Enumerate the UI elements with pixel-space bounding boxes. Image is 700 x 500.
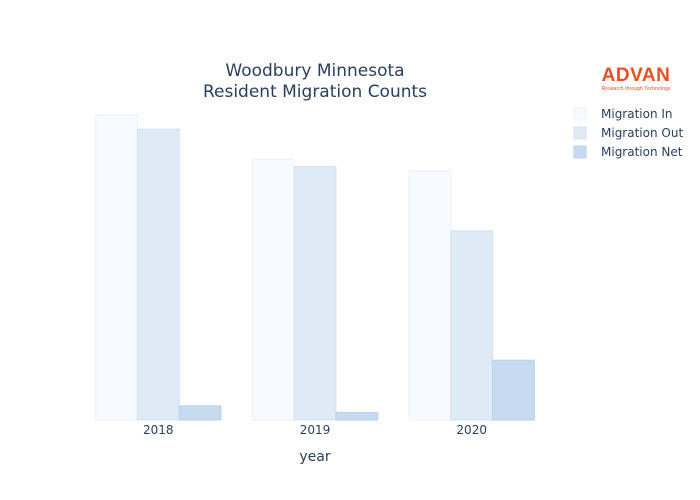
x-tick-label-2018: 2018: [143, 423, 174, 437]
x-axis-title: year: [299, 449, 330, 465]
bar-migration-in-2020[interactable]: [408, 170, 452, 421]
bar-migration-out-2018[interactable]: [136, 128, 180, 421]
legend-label: Migration Net: [601, 145, 683, 159]
legend-item-migration-out[interactable]: Migration Out: [573, 126, 683, 140]
bar-migration-net-2019[interactable]: [335, 412, 379, 421]
x-tick-labels: 2018 2019 2020: [143, 423, 487, 437]
logo-tagline: Research through Technology: [601, 86, 671, 92]
bar-migration-in-2019[interactable]: [251, 158, 295, 421]
legend-swatch: [573, 145, 587, 159]
legend[interactable]: Migration In Migration Out Migration Net: [573, 107, 683, 159]
legend-swatch: [573, 107, 587, 121]
bar-migration-in-2018[interactable]: [95, 114, 138, 421]
x-tick-label-2020: 2020: [456, 423, 487, 437]
legend-label: Migration Out: [601, 126, 683, 140]
advan-logo: ADVAN Research through Technology: [596, 65, 676, 93]
chart-title-line-1: Woodbury Minnesota: [225, 61, 404, 81]
bars-group: [95, 114, 535, 421]
bar-migration-out-2020[interactable]: [450, 230, 494, 421]
x-tick-label-2019: 2019: [300, 423, 331, 437]
legend-label: Migration In: [601, 107, 673, 121]
logo-name: ADVAN: [601, 65, 671, 86]
bar-migration-net-2018[interactable]: [178, 405, 222, 421]
legend-swatch: [573, 126, 587, 140]
legend-item-migration-in[interactable]: Migration In: [573, 107, 673, 121]
chart-title-line-2: Resident Migration Counts: [203, 82, 427, 102]
bar-migration-out-2019[interactable]: [293, 166, 337, 421]
bar-migration-net-2020[interactable]: [492, 359, 535, 421]
legend-item-migration-net[interactable]: Migration Net: [573, 145, 683, 159]
